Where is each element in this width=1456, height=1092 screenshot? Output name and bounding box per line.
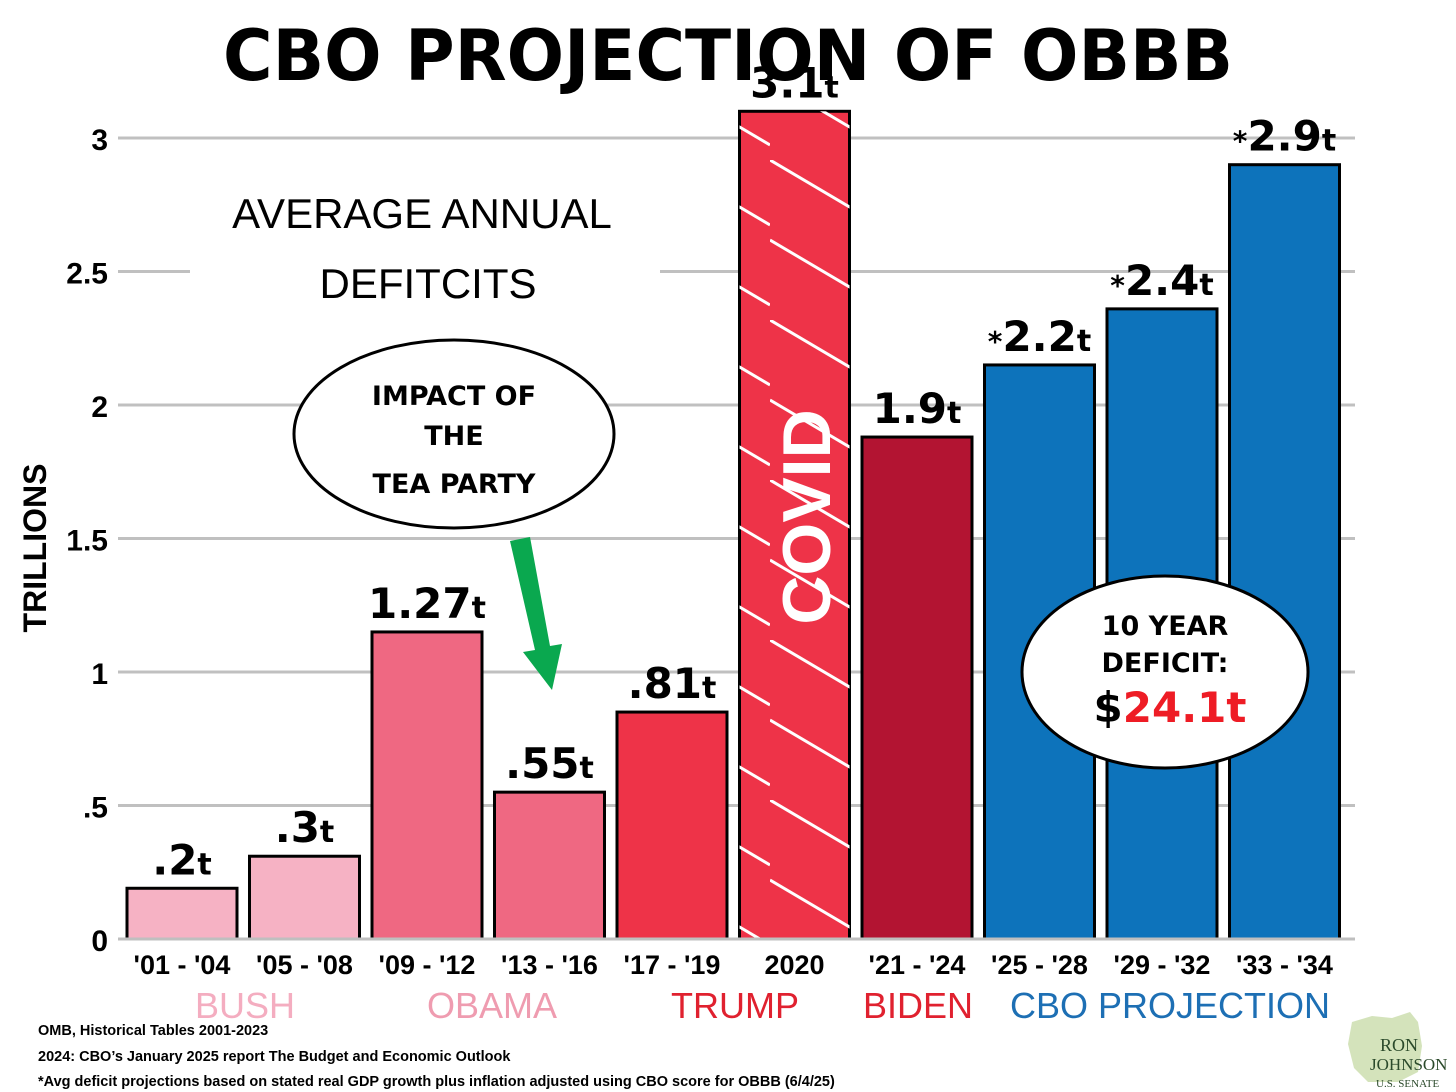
data-label-unit: t xyxy=(1077,324,1091,359)
ten-year-deficit-annotation: 10 YEAR DEFICIT: $24.1t xyxy=(1020,574,1310,770)
y-axis: 0 .5 1 1.5 2 2.5 3 xyxy=(66,124,108,958)
y-tick-label: .5 xyxy=(83,792,108,825)
hatched-bar-label: COVID xyxy=(769,409,845,624)
x-tick-label: '01 - '04 xyxy=(134,950,231,980)
x-tick-label: 2020 xyxy=(764,950,824,980)
chart-subtitle: AVERAGE ANNUAL DEFITCITS xyxy=(190,180,660,315)
y-tick-label: 2 xyxy=(91,391,108,424)
data-label: .3t xyxy=(275,803,335,852)
tea-party-line-2: THE xyxy=(424,421,483,452)
bar xyxy=(860,435,974,941)
y-axis-label: TRILLIONS xyxy=(17,464,53,633)
data-label-unit: t xyxy=(702,671,716,706)
data-label-value: .3 xyxy=(275,803,320,852)
y-tick-label: 1 xyxy=(91,658,108,691)
tea-party-ellipse xyxy=(292,338,616,530)
x-tick-label: '33 - '34 xyxy=(1236,950,1333,980)
group-label: BIDEN xyxy=(863,985,973,1026)
data-label: .55t xyxy=(505,739,594,788)
data-label-unit: t xyxy=(1322,124,1336,159)
data-label-value: .81 xyxy=(628,659,702,708)
x-axis: '01 - '04 '05 - '08 '09 - '12 '13 - '16 '17 … xyxy=(134,950,1333,980)
projection-asterisk: * xyxy=(1233,125,1248,158)
x-tick-label: '17 - '19 xyxy=(624,950,721,980)
source-note-2: 2024: CBO’s January 2025 report The Budg… xyxy=(38,1049,511,1065)
subtitle-line-1: AVERAGE ANNUAL xyxy=(232,190,612,237)
y-tick-label: 3 xyxy=(91,124,108,157)
data-label-value: 2.4 xyxy=(1125,256,1199,305)
tea-party-line-1: IMPACT OF xyxy=(372,381,536,412)
tea-party-line-3: TEA PARTY xyxy=(373,469,536,500)
data-label-unit: t xyxy=(197,847,211,882)
group-label: BUSH xyxy=(195,985,295,1026)
bar xyxy=(248,854,361,941)
subtitle-line-2: DEFITCITS xyxy=(320,260,537,307)
data-label-unit: t xyxy=(580,751,594,786)
down-arrow-icon xyxy=(510,537,562,690)
logo-line-3: U.S. SENATE xyxy=(1376,1078,1440,1090)
bar xyxy=(370,630,484,941)
projection-asterisk: * xyxy=(988,325,1003,358)
deficit-ellipse xyxy=(1020,574,1310,770)
y-tick-label: 1.5 xyxy=(66,525,108,558)
group-labels: BUSH OBAMA TRUMP BIDEN CBO PROJECTION xyxy=(195,985,1330,1026)
data-label: 1.27t xyxy=(368,579,486,628)
data-label-value: 1.9 xyxy=(873,384,947,433)
data-label: .2t xyxy=(152,835,212,884)
group-label: OBAMA xyxy=(427,985,557,1026)
x-tick-label: '29 - '32 xyxy=(1114,950,1211,980)
x-tick-label: '13 - '16 xyxy=(501,950,598,980)
senate-logo: RON JOHNSON U.S. SENATE xyxy=(1348,1012,1447,1090)
wisconsin-outline-icon xyxy=(1348,1012,1422,1082)
source-note-1: OMB, Historical Tables 2001-2023 xyxy=(38,1023,269,1039)
projection-asterisk: * xyxy=(1110,269,1125,302)
deficit-line-1: 10 YEAR xyxy=(1102,611,1229,642)
x-tick-label: '21 - '24 xyxy=(869,950,966,980)
deficit-value: 24.1t xyxy=(1123,683,1247,732)
data-label: *2.4t xyxy=(1110,256,1213,305)
deficit-total: $24.1t xyxy=(1094,683,1247,732)
data-label-unit: t xyxy=(1199,268,1213,303)
data-label-value: .2 xyxy=(152,835,197,884)
data-label-value: 2.9 xyxy=(1247,112,1321,161)
data-label-value: 1.27 xyxy=(368,579,472,628)
data-label-unit: t xyxy=(472,591,486,626)
x-tick-label: '25 - '28 xyxy=(991,950,1088,980)
y-tick-label: 0 xyxy=(91,925,108,958)
data-label-unit: t xyxy=(947,396,961,431)
group-label: CBO PROJECTION xyxy=(1010,985,1330,1026)
deficit-line-2: DEFICIT: xyxy=(1102,648,1229,679)
data-label-value: 3.1 xyxy=(750,58,824,107)
data-label: *2.9t xyxy=(1233,112,1336,161)
bar-hatch xyxy=(739,111,850,940)
x-tick-label: '09 - '12 xyxy=(379,950,476,980)
bar-layer: .2t.3t1.27t.55t.81t3.1t1.9t*2.2t*2.4t*2.… xyxy=(125,58,1341,941)
chart-title: CBO PROJECTION OF OBBB xyxy=(223,15,1233,97)
source-note-3: *Avg deficit projections based on stated… xyxy=(38,1074,835,1090)
data-label: 1.9t xyxy=(873,384,962,433)
bar xyxy=(125,886,239,941)
tea-party-annotation: IMPACT OF THE TEA PARTY xyxy=(292,338,616,530)
x-tick-label: '05 - '08 xyxy=(256,950,353,980)
bar xyxy=(493,790,606,941)
data-label: 3.1t xyxy=(750,58,839,107)
group-label: TRUMP xyxy=(671,985,799,1026)
data-label-value: .55 xyxy=(505,739,579,788)
data-label: *2.2t xyxy=(988,312,1091,361)
data-label-unit: t xyxy=(320,815,334,850)
logo-line-2: JOHNSON xyxy=(1370,1055,1447,1074)
covid-label: COVID xyxy=(769,409,845,624)
bar xyxy=(615,710,729,941)
logo-line-1: RON xyxy=(1380,1035,1418,1055)
data-label-value: 2.2 xyxy=(1002,312,1076,361)
data-label-unit: t xyxy=(825,70,839,105)
data-label: .81t xyxy=(628,659,717,708)
y-tick-label: 2.5 xyxy=(66,258,108,291)
deficit-dollar: $ xyxy=(1094,683,1123,732)
bar xyxy=(1228,163,1341,941)
